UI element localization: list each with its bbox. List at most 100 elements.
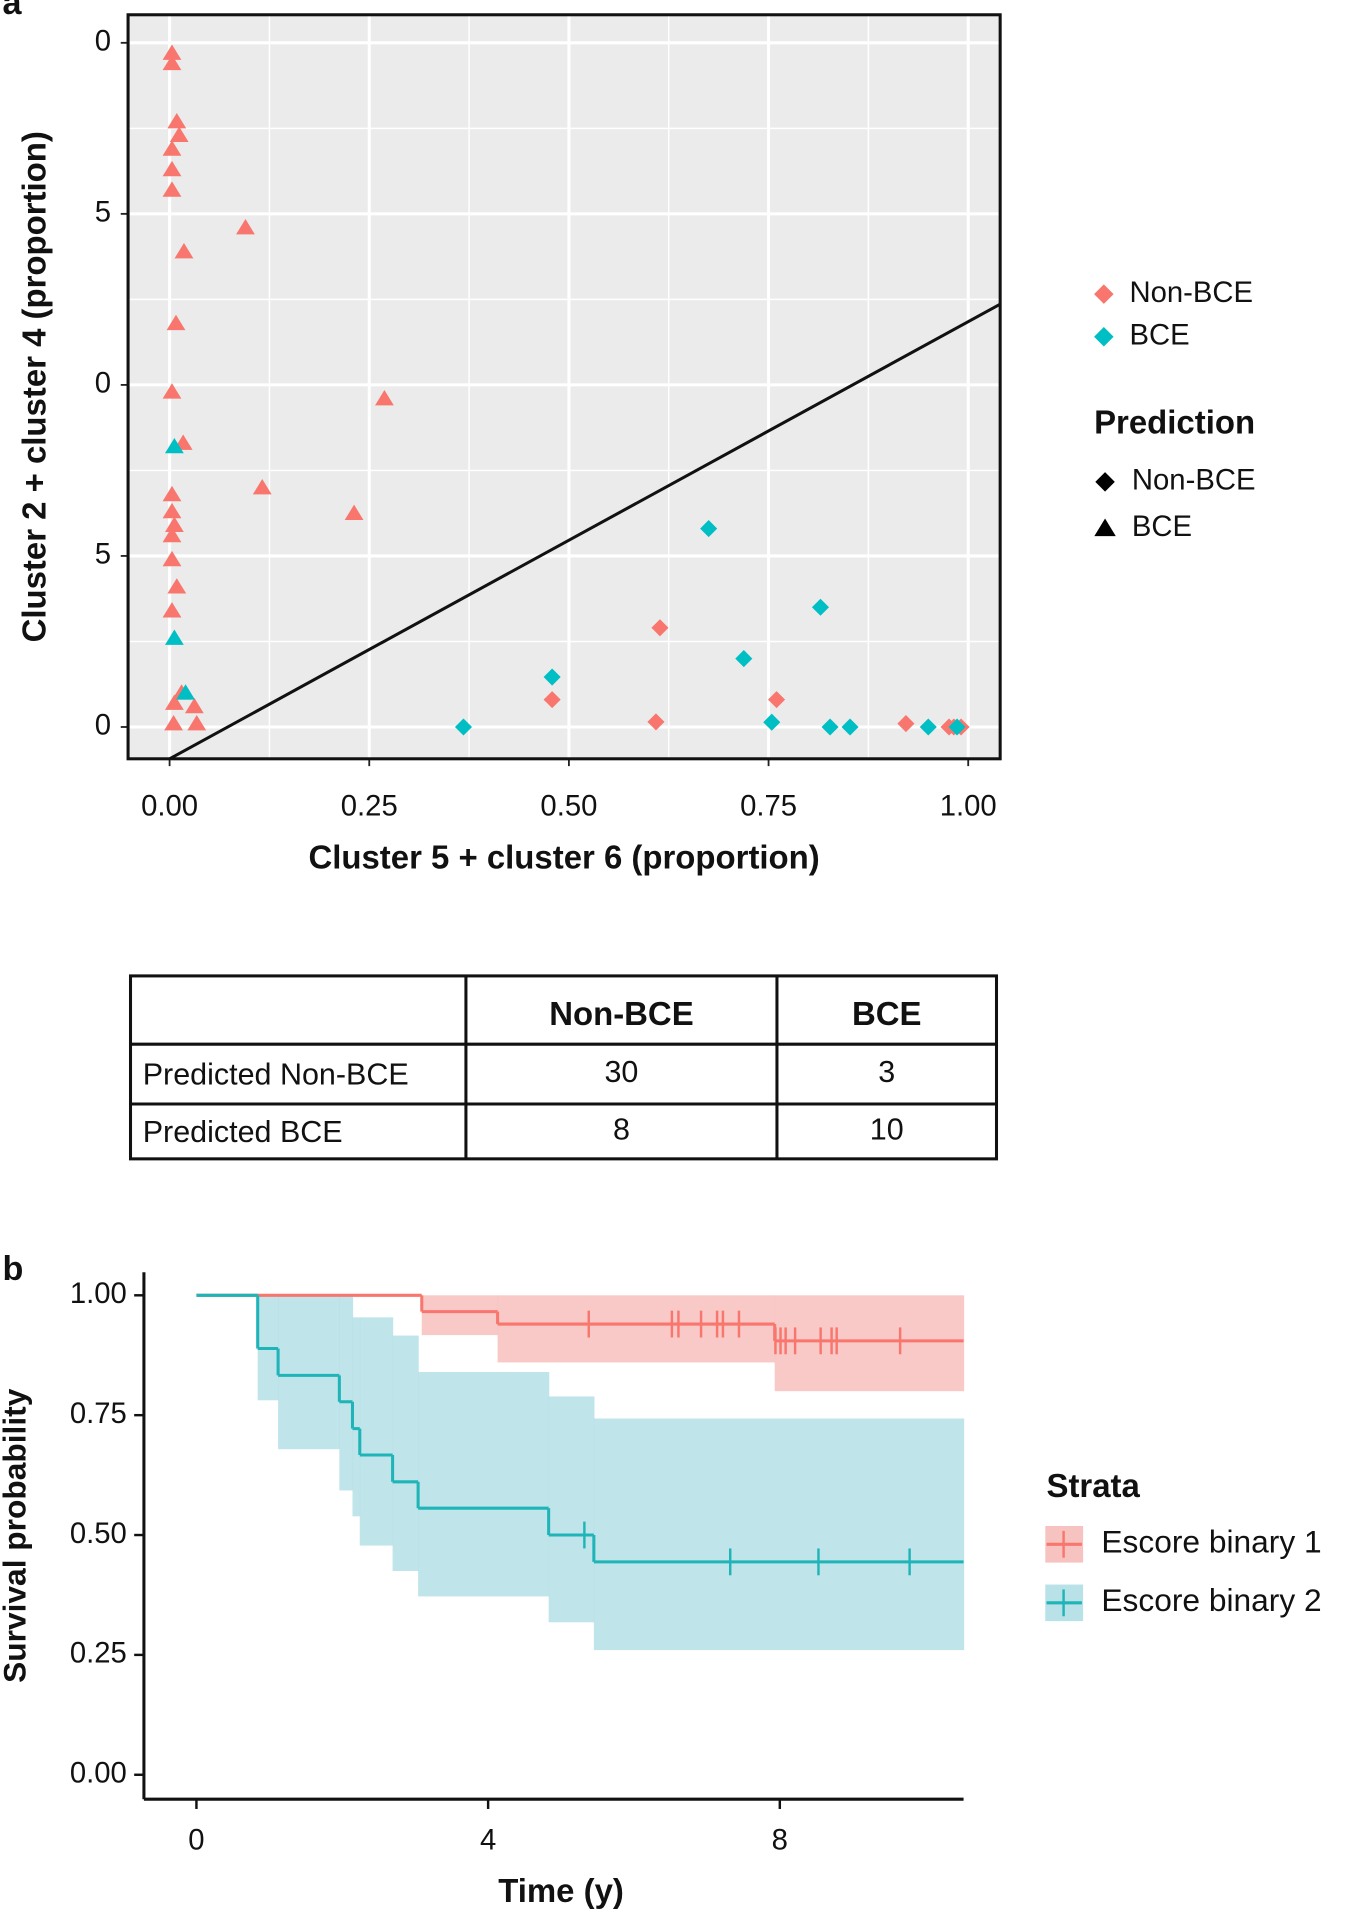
x-axis-title: Cluster 5 + cluster 6 (proportion) [308,839,819,876]
point [164,694,184,710]
point [162,550,182,567]
point [647,713,665,731]
y-tick-label: 5 [95,197,111,229]
table-cell: 30 [604,1055,638,1089]
reference-line [168,302,1001,761]
x-axis-title: Time (y) [498,1872,624,1909]
x-tick-label: 4 [480,1825,496,1857]
point [162,54,182,71]
point [454,718,473,736]
point [176,684,195,700]
panel-label: a [2,0,22,22]
point [768,691,786,709]
table-border [128,974,999,1161]
legend-swatch [1094,518,1116,537]
y-tick-label: 5 [95,539,111,571]
confidence-band [418,1372,550,1597]
point [162,140,182,156]
legend-label: BCE [1129,320,1189,352]
point [162,502,182,519]
x-tick-label: 0.50 [540,790,597,822]
confidence-band [497,1295,776,1363]
x-tick-label: 8 [772,1825,788,1857]
table-cell: 8 [613,1112,630,1146]
plot-border [126,13,1002,761]
point [164,715,183,731]
y-axis-title: Survival probability [0,1388,32,1683]
point [162,181,182,197]
point [162,160,182,177]
point [162,44,182,60]
point [375,390,394,406]
legend-title: Prediction [1094,403,1255,440]
point [184,697,204,714]
y-tick-label: 0.50 [70,1518,127,1550]
x-tick-label: 0.00 [141,790,198,822]
point [169,126,189,143]
legend-label: Non-BCE [1132,465,1256,497]
legend-label: BCE [1132,511,1192,543]
y-tick-label: 0 [95,368,111,400]
y-tick-label: 0.25 [70,1638,127,1670]
y-tick-label: 0 [95,710,111,742]
table-header: Non-BCE [549,995,693,1032]
point [763,713,781,731]
confidence-band [593,1418,965,1651]
y-tick-label: 0.00 [70,1757,127,1789]
table-row-label: Predicted BCE [143,1115,343,1149]
y-tick-label: 0.75 [70,1398,127,1430]
point [841,718,859,736]
confidence-band [421,1295,499,1336]
point [164,629,184,645]
point [162,383,182,399]
point [164,516,184,532]
confidence-band [339,1295,354,1491]
confidence-band [548,1396,595,1623]
point [164,437,184,454]
confidence-band [774,1295,965,1392]
y-tick-label: 1.00 [70,1278,127,1310]
legend-label: Escore binary 2 [1101,1582,1321,1618]
legend-swatch [1094,284,1114,304]
table-cell: 10 [870,1112,904,1146]
point [821,718,839,736]
point [919,718,937,736]
point [187,715,207,731]
point [344,504,364,521]
confidence-band [359,1317,394,1546]
confidence-band [278,1295,340,1450]
legend-title: Strata [1047,1467,1141,1504]
table-row-label: Predicted Non-BCE [143,1058,409,1092]
point [174,242,194,259]
x-tick-label: 1.00 [940,790,997,822]
point [236,219,255,235]
point [811,598,830,616]
x-tick-label: 0.75 [740,790,797,822]
point [167,578,187,594]
point [162,602,182,618]
point [897,715,915,733]
plot-background [128,14,1001,759]
point [735,650,753,668]
table-header: BCE [852,995,922,1032]
x-tick-label: 0.25 [341,790,398,822]
y-axis-title: Cluster 2 + cluster 4 (proportion) [15,131,52,642]
legend-label: Non-BCE [1129,277,1253,309]
point [162,526,182,543]
point [166,314,186,331]
point [162,485,182,502]
panel-label: b [2,1250,23,1288]
x-tick-label: 0 [188,1825,204,1857]
point [167,112,187,129]
point [948,718,966,736]
confidence-band [392,1335,419,1571]
legend-swatch [1094,327,1114,347]
table-cell: 3 [878,1055,895,1089]
point [252,478,272,495]
legend-label: Escore binary 1 [1101,1524,1321,1560]
y-tick-label: 0 [95,26,111,58]
confidence-band [352,1317,361,1517]
point [700,520,718,538]
